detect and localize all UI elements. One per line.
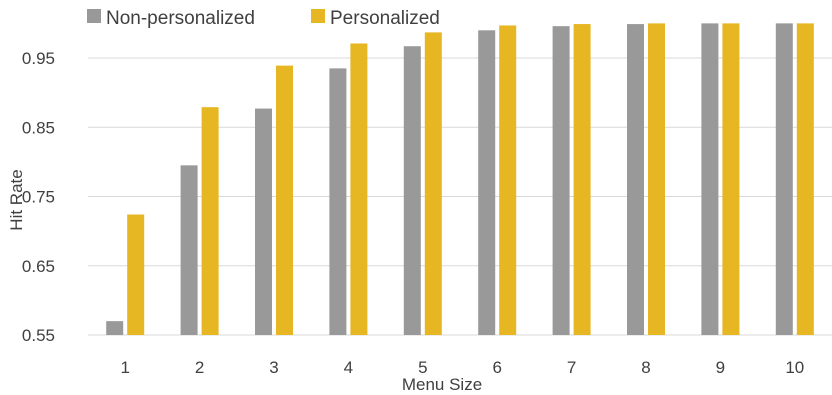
y-axis-label: Hit Rate — [7, 169, 26, 230]
y-tick-label: 0.55 — [22, 326, 55, 345]
bar-personalized-9 — [722, 23, 740, 335]
bar-non-personalized-7 — [552, 26, 570, 336]
x-axis-label: Menu Size — [402, 375, 482, 394]
x-tick-label: 9 — [716, 358, 725, 377]
x-tick-label: 8 — [641, 358, 650, 377]
legend-swatch — [311, 9, 325, 23]
y-tick-label: 0.65 — [22, 257, 55, 276]
y-tick-label: 0.95 — [22, 49, 55, 68]
x-tick-label: 6 — [492, 358, 501, 377]
bar-personalized-8 — [648, 23, 665, 335]
x-tick-label: 3 — [269, 358, 278, 377]
x-tick-label: 5 — [418, 358, 427, 377]
x-tick-label: 7 — [567, 358, 576, 377]
x-tick-label: 2 — [195, 358, 204, 377]
bar-non-personalized-8 — [627, 24, 644, 335]
bars — [106, 23, 814, 336]
legend: Non-personalized Personalized — [87, 8, 440, 29]
bar-personalized-3 — [276, 65, 293, 336]
bar-non-personalized-6 — [478, 30, 496, 336]
y-tick-label: 0.75 — [22, 188, 55, 207]
y-axis-ticks: 0.55 0.65 0.75 0.85 0.95 — [22, 49, 55, 345]
x-tick-label: 10 — [785, 358, 804, 377]
bar-personalized-7 — [573, 24, 591, 335]
x-tick-label: 4 — [344, 358, 353, 377]
bar-non-personalized-4 — [329, 68, 347, 335]
bar-personalized-2 — [201, 107, 219, 335]
bar-personalized-5 — [424, 32, 442, 335]
bar-personalized-1 — [127, 214, 145, 335]
bar-personalized-6 — [499, 25, 517, 335]
x-axis-ticks: 1 2 3 4 5 6 7 8 9 10 — [120, 358, 804, 377]
legend-swatch — [87, 9, 101, 23]
bar-non-personalized-2 — [180, 165, 198, 335]
bar-non-personalized-9 — [701, 23, 719, 335]
x-tick-label: 1 — [120, 358, 129, 377]
gridlines — [88, 57, 832, 336]
bar-personalized-4 — [350, 43, 368, 336]
bar-personalized-10 — [796, 23, 814, 335]
y-tick-label: 0.85 — [22, 118, 55, 137]
legend-label: Non-personalized — [106, 8, 255, 29]
bar-non-personalized-10 — [775, 23, 793, 335]
legend-label: Personalized — [330, 8, 440, 29]
bar-non-personalized-5 — [403, 46, 421, 335]
bar-non-personalized-1 — [106, 321, 124, 335]
bar-non-personalized-3 — [255, 108, 272, 336]
